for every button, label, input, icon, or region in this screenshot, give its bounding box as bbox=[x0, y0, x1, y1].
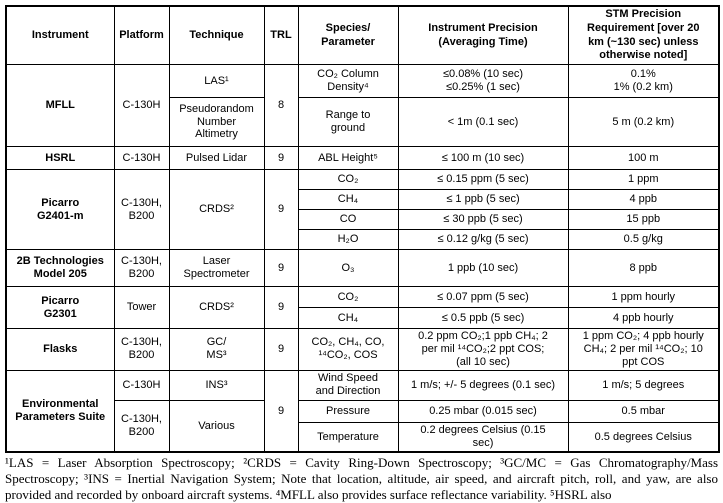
stm-cell: 0.5 mbar bbox=[567, 399, 720, 423]
technique-cell: CRDS² bbox=[168, 286, 265, 329]
technique-cell: Pseudorandom Number Altimetry bbox=[168, 97, 265, 147]
header-species-parameter: Species/ Parameter bbox=[297, 5, 399, 65]
stm-cell: 8 ppb bbox=[567, 249, 720, 287]
species-cell: Pressure bbox=[297, 399, 399, 423]
species-cell: CO bbox=[297, 209, 399, 230]
table-row: 2B Technologies Model 205 C-130H, B200 L… bbox=[5, 249, 720, 287]
precision-cell: ≤ 1 ppb (5 sec) bbox=[397, 189, 569, 210]
table-row: Environmental Parameters Suite C-130H IN… bbox=[5, 369, 720, 453]
technique-cell: CRDS² bbox=[168, 169, 265, 250]
species-cell: Temperature bbox=[297, 421, 399, 453]
technique-cell: Pulsed Lidar bbox=[168, 146, 265, 170]
header-technique: Technique bbox=[168, 5, 265, 65]
precision-cell: ≤ 30 ppb (5 sec) bbox=[397, 209, 569, 230]
instrument-cell: 2B Technologies Model 205 bbox=[5, 249, 115, 287]
table-row: H₂O ≤ 0.12 g/kg (5 sec) 0.5 g/kg bbox=[6, 229, 720, 250]
species-cell: O₃ bbox=[297, 249, 399, 287]
stm-cell: 0.5 degrees Celsius bbox=[567, 421, 720, 453]
instrument-cell: MFLL bbox=[5, 64, 115, 147]
precision-cell: ≤ 0.15 ppm (5 sec) bbox=[397, 169, 569, 190]
header-instrument: Instrument bbox=[5, 5, 115, 65]
trl-cell: 9 bbox=[263, 369, 299, 453]
instrument-precision-table: Instrument Platform Technique TRL Specie… bbox=[5, 5, 720, 454]
species-cell: CO₂ bbox=[297, 169, 399, 190]
stm-cell: 1 ppm hourly bbox=[567, 286, 720, 308]
stm-cell: 1 ppm CO₂; 4 ppb hourly CH₄; 2 per mil ¹… bbox=[567, 328, 720, 371]
precision-cell: ≤ 0.12 g/kg (5 sec) bbox=[397, 229, 569, 250]
table-row: C-130H, B200 Various Pressure 0.25 mbar … bbox=[6, 399, 720, 453]
species-cell: Range to ground bbox=[297, 97, 399, 147]
instrument-cell: Environmental Parameters Suite bbox=[5, 369, 115, 453]
instrument-cell: HSRL bbox=[5, 146, 115, 170]
table-row: Picarro G2301 Tower CRDS² 9 CO₂ ≤ 0.07 p… bbox=[5, 286, 720, 329]
technique-cell: Laser Spectrometer bbox=[168, 249, 265, 287]
table-row: MFLL C-130H LAS¹ 8 CO₂ Column Density⁴ ≤… bbox=[5, 64, 720, 147]
table-footnote: ¹LAS = Laser Absorption Spectroscopy; ²C… bbox=[5, 455, 718, 503]
precision-cell: ≤0.08% (10 sec) ≤0.25% (1 sec) bbox=[397, 64, 569, 98]
precision-cell: ≤ 100 m (10 sec) bbox=[397, 146, 569, 170]
technique-cell: Various bbox=[168, 399, 265, 453]
stm-cell: 5 m (0.2 km) bbox=[567, 97, 720, 147]
platform-cell: C-130H, B200 bbox=[113, 328, 170, 371]
table-row: Pseudorandom Number Altimetry Range to g… bbox=[6, 97, 720, 147]
table-row: HSRL C-130H Pulsed Lidar 9 ABL Height⁵ ≤… bbox=[5, 146, 720, 170]
platform-cell: C-130H, B200 bbox=[113, 249, 170, 287]
species-cell: Wind Speed and Direction bbox=[297, 369, 399, 401]
instrument-cell: Picarro G2401-m bbox=[5, 169, 115, 250]
technique-cell: LAS¹ bbox=[168, 64, 265, 98]
instrument-cell: Picarro G2301 bbox=[5, 286, 115, 329]
header-stm-precision: STM Precision Requirement [over 20 km (~… bbox=[567, 5, 720, 65]
header-instrument-precision: Instrument Precision (Averaging Time) bbox=[397, 5, 569, 65]
platform-cell: C-130H bbox=[113, 369, 170, 401]
table-row: Picarro G2401-m C-130H, B200 CRDS² 9 CO₂… bbox=[5, 169, 720, 250]
species-cell: CO₂ Column Density⁴ bbox=[297, 64, 399, 98]
stm-cell: 100 m bbox=[567, 146, 720, 170]
platform-cell: Tower bbox=[113, 286, 170, 329]
species-cell: H₂O bbox=[297, 229, 399, 250]
precision-cell: ≤ 0.5 ppb (5 sec) bbox=[397, 307, 569, 329]
trl-cell: 9 bbox=[263, 146, 299, 170]
trl-cell: 9 bbox=[263, 328, 299, 371]
precision-cell: ≤ 0.07 ppm (5 sec) bbox=[397, 286, 569, 308]
species-cell: CO₂, CH₄, CO, ¹⁴CO₂, COS bbox=[297, 328, 399, 371]
precision-cell: 1 m/s; +/- 5 degrees (0.1 sec) bbox=[397, 369, 569, 401]
trl-cell: 9 bbox=[263, 249, 299, 287]
species-cell: CH₄ bbox=[297, 307, 399, 329]
species-cell: CO₂ bbox=[297, 286, 399, 308]
table-header-row: Instrument Platform Technique TRL Specie… bbox=[5, 5, 720, 65]
precision-cell: < 1m (0.1 sec) bbox=[397, 97, 569, 147]
stm-cell: 15 ppb bbox=[567, 209, 720, 230]
platform-cell: C-130H bbox=[113, 146, 170, 170]
table-row: Temperature 0.2 degrees Celsius (0.15 se… bbox=[6, 421, 720, 453]
precision-cell: 1 ppb (10 sec) bbox=[397, 249, 569, 287]
table-row: CH₄ ≤ 0.5 ppb (5 sec) 4 ppb hourly bbox=[6, 307, 720, 329]
species-cell: ABL Height⁵ bbox=[297, 146, 399, 170]
precision-cell: 0.2 ppm CO₂;1 ppb CH₄; 2 per mil ¹⁴CO₂;2… bbox=[397, 328, 569, 371]
trl-cell: 9 bbox=[263, 286, 299, 329]
precision-cell: 0.2 degrees Celsius (0.15 sec) bbox=[397, 421, 569, 453]
species-cell: CH₄ bbox=[297, 189, 399, 210]
technique-cell: INS³ bbox=[168, 369, 265, 401]
stm-cell: 4 ppb hourly bbox=[567, 307, 720, 329]
stm-cell: 1 ppm bbox=[567, 169, 720, 190]
platform-cell: C-130H, B200 bbox=[113, 399, 170, 453]
stm-cell: 4 ppb bbox=[567, 189, 720, 210]
trl-cell: 9 bbox=[263, 169, 299, 250]
stm-cell: 1 m/s; 5 degrees bbox=[567, 369, 720, 401]
header-platform: Platform bbox=[113, 5, 170, 65]
stm-cell: 0.1% 1% (0.2 km) bbox=[567, 64, 720, 98]
table-row: Flasks C-130H, B200 GC/ MS³ 9 CO₂, CH₄, … bbox=[5, 328, 720, 371]
precision-cell: 0.25 mbar (0.015 sec) bbox=[397, 399, 569, 423]
stm-cell: 0.5 g/kg bbox=[567, 229, 720, 250]
trl-cell: 8 bbox=[263, 64, 299, 147]
table-row: CO ≤ 30 ppb (5 sec) 15 ppb bbox=[6, 209, 720, 230]
technique-cell: GC/ MS³ bbox=[168, 328, 265, 371]
instrument-cell: Flasks bbox=[5, 328, 115, 371]
platform-cell: C-130H, B200 bbox=[113, 169, 170, 250]
header-trl: TRL bbox=[263, 5, 299, 65]
platform-cell: C-130H bbox=[113, 64, 170, 147]
